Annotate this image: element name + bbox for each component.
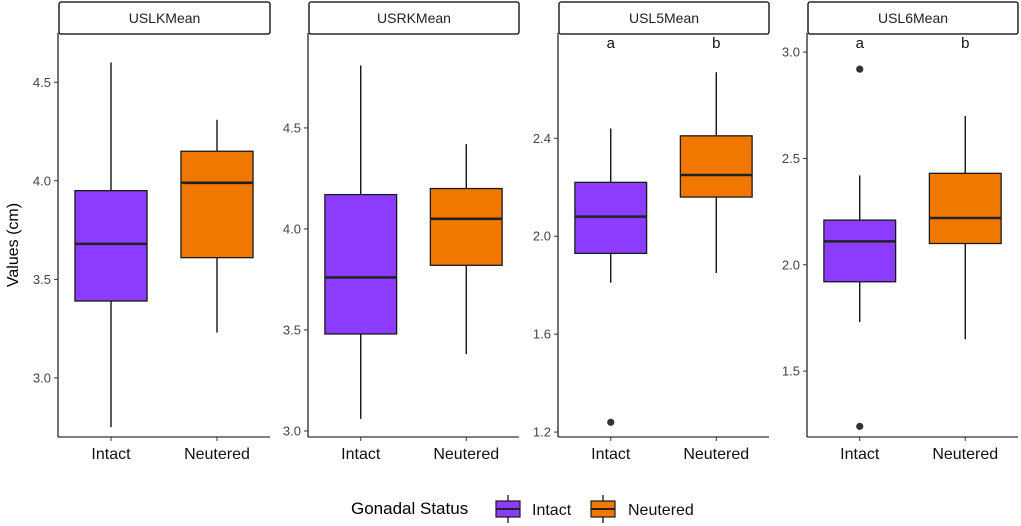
y-tick-label: 2.0 [782, 257, 800, 272]
y-tick-label: 1.5 [782, 364, 800, 379]
panel-usrkmean: USRKMean 3.0 3.5 4.0 4.5 Intact Neutered [283, 1, 520, 463]
y-tick-label: 3.0 [283, 423, 301, 438]
facet-title: USL6Mean [878, 10, 948, 26]
y-tick-label: 4.0 [33, 173, 51, 188]
y-tick-label: 2.0 [533, 229, 551, 244]
legend-key-neutered: Neutered [590, 495, 694, 523]
x-tick-label: Intact [91, 446, 131, 463]
iqr-box [324, 193, 398, 335]
outlier-point [856, 422, 864, 430]
significance-letter: a [856, 35, 865, 52]
legend-label: Intact [532, 502, 572, 519]
facet-strip [308, 1, 520, 35]
box-intact [324, 65, 398, 419]
y-tick-label: 2.4 [533, 131, 551, 146]
iqr-box [429, 187, 503, 266]
significance-letter: a [607, 35, 616, 52]
y-tick-label: 4.5 [283, 120, 301, 135]
x-tick-label: Neutered [433, 446, 499, 463]
box-neutered [180, 119, 254, 333]
facet-title: USL5Mean [629, 10, 699, 26]
box-intact [823, 65, 897, 430]
facet-strip [58, 1, 271, 35]
significance-letter: b [712, 35, 720, 52]
x-tick-label: Intact [840, 446, 880, 463]
box-neutered [679, 72, 753, 273]
iqr-box [928, 172, 1002, 245]
iqr-box [180, 150, 254, 259]
facet-title: USLKMean [129, 10, 201, 26]
y-tick-label: 4.0 [283, 221, 301, 236]
outlier-point [856, 65, 864, 73]
legend-title: Gonadal Status [351, 499, 468, 518]
panel-usl5mean: USL5Mean 1.2 1.6 2.0 2.4 Intact a Neutered b [533, 1, 770, 463]
y-tick-label: 3.0 [782, 45, 800, 60]
panel-uslkmean: USLKMean 3.0 3.5 4.0 4.5 Intact Neutered [33, 1, 271, 463]
legend-key-intact: Intact [495, 495, 572, 523]
box-neutered [928, 115, 1002, 340]
y-tick-label: 4.5 [33, 75, 51, 90]
y-tick-label: 3.0 [33, 370, 51, 385]
y-tick-label: 3.5 [283, 322, 301, 337]
y-tick-label: 1.6 [533, 327, 551, 342]
legend: Gonadal Status Intact Neutered [351, 495, 694, 523]
x-tick-label: Neutered [184, 446, 250, 463]
iqr-box [679, 135, 753, 198]
facet-title: USRKMean [377, 10, 451, 26]
facet-strip [807, 1, 1019, 35]
y-tick-label: 1.2 [533, 425, 551, 440]
y-tick-label: 2.5 [782, 151, 800, 166]
x-tick-label: Intact [591, 446, 631, 463]
x-tick-label: Neutered [932, 446, 998, 463]
box-neutered [429, 144, 503, 355]
facet-strip [558, 1, 770, 35]
iqr-box [74, 190, 148, 302]
iqr-box [823, 219, 897, 283]
outlier-point [607, 418, 615, 426]
box-intact [74, 62, 148, 428]
significance-letter: b [961, 35, 969, 52]
y-tick-label: 3.5 [33, 272, 51, 287]
x-tick-label: Neutered [683, 446, 749, 463]
box-intact [574, 128, 648, 426]
legend-label: Neutered [628, 502, 694, 519]
x-tick-label: Intact [341, 446, 381, 463]
y-axis-label: Values (cm) [5, 203, 22, 287]
panel-usl6mean: USL6Mean 1.5 2.0 2.5 3.0 Intact a Neutered b [782, 1, 1019, 463]
